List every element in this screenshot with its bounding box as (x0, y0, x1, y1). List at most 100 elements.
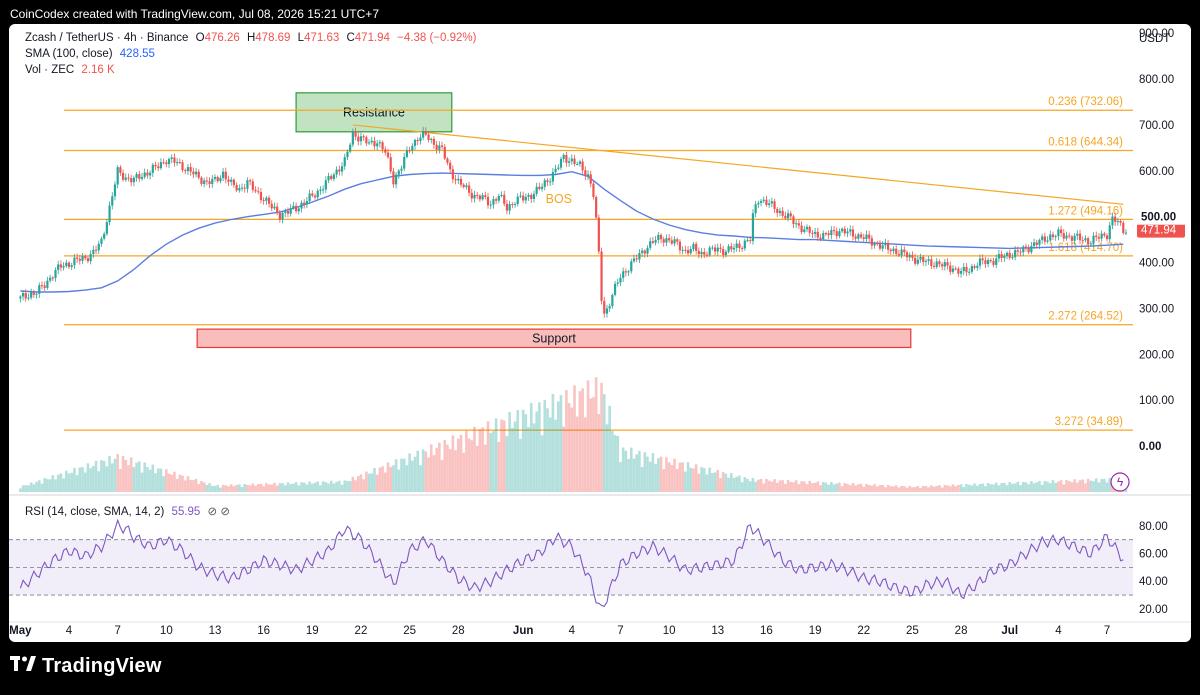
volume-bar (159, 468, 163, 492)
candle-body (846, 231, 849, 234)
candle-body (538, 186, 541, 190)
volume-bar (970, 485, 974, 492)
volume-bar (889, 486, 893, 492)
candle-body (919, 256, 922, 260)
candle-body (267, 197, 271, 204)
candle-body (467, 185, 471, 193)
volume-bar (735, 476, 739, 492)
volume-bar (746, 478, 749, 492)
volume-bar (1059, 480, 1063, 492)
volume-bar (62, 478, 65, 492)
volume-bar (1000, 482, 1003, 492)
candle-body (816, 231, 819, 238)
candle-body (884, 242, 887, 246)
candle-body (746, 240, 749, 242)
candle-body (724, 251, 727, 256)
candle-body (1030, 245, 1033, 253)
volume-bar (1003, 482, 1006, 492)
candle-body (181, 162, 184, 171)
volume-bar (508, 412, 511, 492)
candle-body (859, 234, 863, 238)
candle-body (527, 194, 530, 197)
volume-bar (840, 486, 844, 492)
volume-bar (370, 473, 374, 492)
volume-bar (462, 452, 465, 492)
candle-body (535, 186, 538, 194)
time-axis-tick: 25 (906, 625, 919, 637)
volume-bar (867, 485, 871, 492)
open-value: 476.26 (204, 32, 240, 44)
sma-100-line (20, 170, 1124, 293)
volume-bar (900, 485, 903, 492)
candle-body (662, 239, 665, 243)
price-axis-tick: 900.00 (1139, 28, 1174, 40)
volume-bar (229, 484, 233, 492)
candle-body (881, 245, 884, 249)
volume-bar (529, 402, 533, 492)
candle-body (346, 151, 349, 158)
candle-body (803, 229, 806, 232)
candle-body (476, 194, 479, 196)
candle-body (692, 243, 695, 250)
candle-body (246, 180, 249, 189)
volume-bar (270, 484, 274, 492)
candle-body (395, 174, 398, 185)
candle-body (289, 208, 292, 214)
volume-bar (556, 401, 560, 492)
candle-body (1022, 246, 1025, 253)
candle-body (84, 256, 87, 259)
candle-body (240, 187, 244, 189)
volume-bar (732, 477, 736, 492)
candle-body (473, 194, 476, 199)
volume-bar (497, 442, 501, 492)
volume-bar (110, 463, 114, 492)
candle-body (335, 169, 338, 175)
volume-bar (1105, 482, 1109, 492)
header-source-line: CoinCodex created with TradingView.com, … (10, 7, 379, 21)
volume-bar (857, 484, 860, 492)
candle-body (562, 154, 565, 159)
volume-bar (502, 420, 506, 492)
candle-body (265, 197, 268, 201)
candle-body (189, 167, 192, 172)
candle-body (938, 261, 941, 265)
chart-panel[interactable]: Resistance Support BOS 0.236 (732.06) 0.618 … (9, 24, 1191, 642)
volume-bar (373, 468, 376, 492)
candle-body (632, 258, 636, 262)
candle-body (1089, 243, 1092, 245)
candle-body (1122, 222, 1125, 233)
candle-body (135, 174, 138, 178)
volume-value: 2.16 K (81, 64, 115, 76)
candle-body (559, 158, 563, 168)
candle-body (870, 238, 873, 246)
rsi-settings-icons[interactable]: ⊘ ⊘ (207, 506, 230, 518)
volume-bar (97, 471, 101, 492)
volume-bar (802, 481, 806, 492)
candle-body (497, 196, 500, 201)
volume-bar (1070, 482, 1074, 492)
candle-body (27, 297, 30, 299)
volume-bar (40, 483, 44, 492)
volume-bar (348, 481, 352, 492)
volume-bar (616, 435, 620, 492)
candle-body (608, 306, 611, 309)
chart-canvas[interactable]: Resistance Support BOS 0.236 (732.06) 0.618 … (9, 24, 1191, 642)
candle-body (59, 264, 63, 268)
volume-bar (37, 480, 41, 492)
volume-bar (978, 484, 982, 492)
candle-body (914, 257, 917, 264)
tradingview-logo[interactable]: TradingView (10, 655, 162, 678)
fib-label-4: 2.272 (264.52) (1048, 311, 1123, 323)
volume-bar (981, 483, 985, 492)
volume-bar (459, 434, 463, 492)
volume-bar (651, 453, 655, 492)
volume-bar (65, 470, 68, 492)
volume-bar (454, 450, 457, 492)
volume-bar (548, 417, 552, 492)
volume-bar (524, 414, 528, 492)
annotation-box-resistance (295, 92, 453, 133)
candle-body (1078, 233, 1082, 241)
volume-bar (1038, 480, 1041, 492)
price-axis-tick: 100.00 (1139, 395, 1174, 407)
volume-bar (484, 444, 487, 492)
